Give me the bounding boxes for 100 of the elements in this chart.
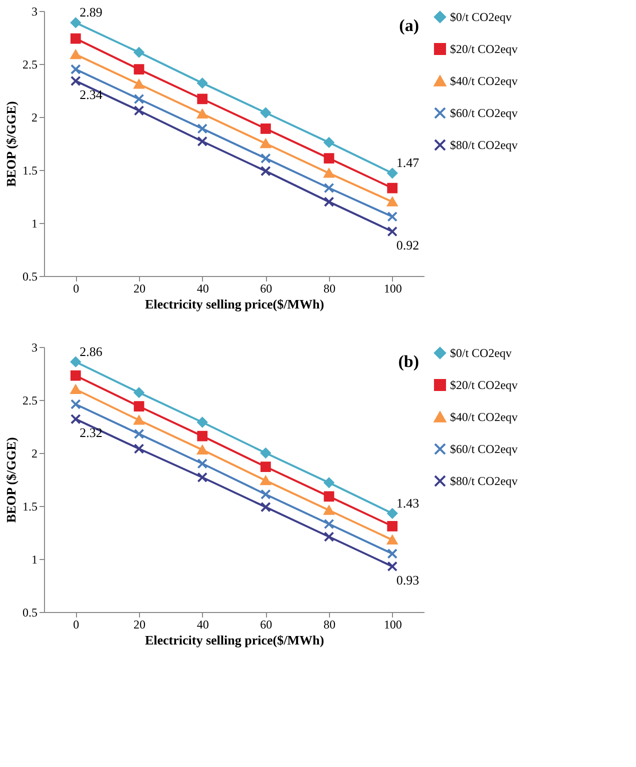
y-tick-label: 2 xyxy=(32,446,38,460)
point xyxy=(324,196,334,207)
point xyxy=(70,370,81,381)
y-tick-label: 0.5 xyxy=(22,606,38,620)
y-tick-label: 3 xyxy=(32,340,38,354)
x-axis-title: Electricity selling price($/MWh) xyxy=(144,632,324,648)
point xyxy=(260,123,271,134)
point xyxy=(260,153,271,164)
point xyxy=(387,548,398,559)
data-label: 1.43 xyxy=(396,495,420,510)
point xyxy=(387,182,398,194)
point xyxy=(324,506,334,515)
point xyxy=(387,535,398,545)
point xyxy=(70,64,81,74)
point xyxy=(70,76,81,86)
point xyxy=(387,508,398,519)
point xyxy=(324,518,334,530)
x-tick-label: 0 xyxy=(73,618,80,632)
point xyxy=(387,520,398,532)
data-label: 2.32 xyxy=(80,425,102,440)
point xyxy=(324,153,334,164)
data-label: 0.92 xyxy=(396,237,420,252)
point xyxy=(387,226,398,237)
point xyxy=(324,168,334,178)
x-tick-label: 40 xyxy=(196,282,209,296)
y-tick-label: 1 xyxy=(32,216,38,230)
point xyxy=(324,532,334,542)
point xyxy=(134,105,144,116)
point xyxy=(387,211,398,222)
point xyxy=(70,399,81,410)
legend-label: $60/t CO2eqv xyxy=(450,442,518,456)
point xyxy=(197,445,208,454)
y-tick-label: 0.5 xyxy=(22,270,38,284)
legend-label: $0/t CO2eqv xyxy=(450,10,512,24)
point xyxy=(134,80,144,89)
legend-label: $20/t CO2eqv xyxy=(450,42,518,56)
point xyxy=(197,123,208,134)
legend-label: $40/t CO2eqv xyxy=(450,74,518,88)
data-label: 2.34 xyxy=(80,86,103,102)
point xyxy=(197,430,208,442)
point xyxy=(260,476,271,486)
x-tick-label: 100 xyxy=(384,282,402,296)
point xyxy=(134,94,144,104)
point xyxy=(134,444,144,454)
point xyxy=(70,414,81,424)
y-tick-label: 2 xyxy=(32,110,38,124)
point xyxy=(134,64,144,74)
point xyxy=(260,502,271,512)
point xyxy=(70,356,81,368)
data-label: 0.93 xyxy=(396,572,420,588)
legend-label: $80/t CO2eqv xyxy=(450,138,518,152)
point xyxy=(134,428,144,440)
point xyxy=(197,136,208,147)
x-axis-title: Electricity selling price($/MWh) xyxy=(144,296,324,312)
point xyxy=(260,448,271,458)
point xyxy=(197,78,208,88)
point xyxy=(197,109,208,118)
x-tick-label: 20 xyxy=(134,618,146,632)
x-tick-label: 0 xyxy=(73,282,80,296)
y-axis-title: BEOP ($/GGE) xyxy=(4,437,18,523)
x-tick-label: 80 xyxy=(324,618,336,632)
legend-label: $0/t CO2eqv xyxy=(450,346,512,360)
x-tick-label: 60 xyxy=(260,618,272,632)
point xyxy=(260,489,271,500)
legend-label: $80/t CO2eqv xyxy=(450,474,518,488)
x-tick-label: 20 xyxy=(134,282,146,296)
point xyxy=(134,387,144,398)
legend-label: $40/t CO2eqv xyxy=(450,410,518,424)
point xyxy=(324,182,334,194)
x-tick-label: 100 xyxy=(384,618,402,632)
point xyxy=(134,401,144,412)
data-label: 2.86 xyxy=(80,344,103,359)
point xyxy=(197,417,208,428)
y-axis-title: BEOP ($/GGE) xyxy=(4,101,18,187)
y-tick-label: 2.5 xyxy=(22,394,38,408)
y-tick-label: 2.5 xyxy=(22,58,38,72)
point xyxy=(324,477,334,488)
legend-label: $20/t CO2eqv xyxy=(450,378,518,392)
point xyxy=(70,50,81,60)
data-label: 1.47 xyxy=(396,155,420,170)
point xyxy=(387,168,398,178)
point xyxy=(260,462,271,472)
point xyxy=(197,472,208,483)
data-label: 2.89 xyxy=(80,4,102,20)
legend-label: $60/t CO2eqv xyxy=(450,106,518,120)
point xyxy=(324,137,334,148)
x-tick-label: 80 xyxy=(324,282,336,296)
point xyxy=(134,47,144,58)
y-tick-label: 1.5 xyxy=(22,164,38,178)
point xyxy=(260,108,271,118)
y-tick-label: 3 xyxy=(32,4,38,18)
x-tick-label: 40 xyxy=(196,618,209,632)
point xyxy=(387,561,398,572)
annotation: (b) xyxy=(398,352,419,371)
point xyxy=(197,458,208,469)
point xyxy=(134,416,144,425)
x-tick-label: 60 xyxy=(260,282,272,296)
point xyxy=(70,17,81,28)
point xyxy=(197,94,208,104)
y-tick-label: 1.5 xyxy=(22,500,38,514)
